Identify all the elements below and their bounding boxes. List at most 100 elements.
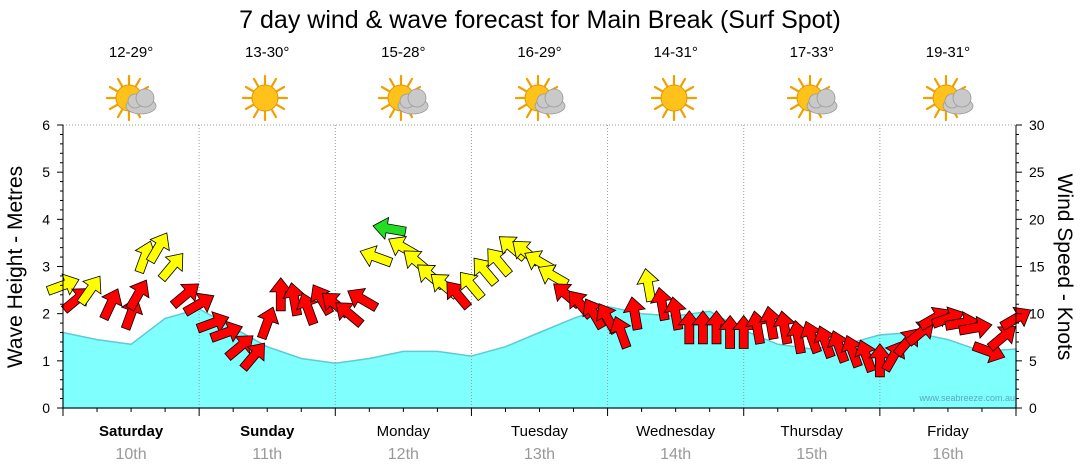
wind-arrow [958, 315, 993, 339]
wind-arrow [157, 252, 184, 283]
wind-arrow-shape [958, 315, 993, 339]
x-date-label: 16th [932, 446, 963, 463]
wind-arrow [182, 292, 215, 317]
wind-arrow [224, 335, 254, 361]
y-tick-label-right: 15 [1029, 259, 1045, 275]
wind-arrow [799, 320, 823, 355]
wind-arrow-shape [239, 342, 265, 372]
wind-arrow-shape [691, 310, 715, 345]
x-day-label: Friday [927, 423, 969, 440]
wind-arrow [691, 310, 715, 345]
x-day-label: Monday [377, 423, 431, 440]
partly-cloudy-icon [373, 74, 433, 124]
wind-arrow-shape [537, 264, 570, 289]
y-tick-label-right: 10 [1029, 306, 1045, 322]
wind-arrow [473, 257, 500, 287]
wind-arrow [195, 311, 230, 334]
x-day-label: Tuesday [511, 423, 568, 440]
wind-arrow [537, 264, 570, 289]
daily-temp-range: 13-30° [245, 44, 290, 61]
wind-arrow [487, 248, 513, 278]
daily-temp-range: 16-29° [517, 44, 562, 61]
wind-arrow [758, 305, 783, 341]
wind-arrow-shape [827, 330, 850, 364]
wind-arrow [609, 315, 632, 350]
wind-arrow-shape [76, 275, 102, 307]
wind-arrow [827, 330, 850, 364]
y-tick-label-left: 0 [42, 400, 50, 416]
wind-arrow-shape [704, 310, 729, 345]
grid-lines [63, 124, 1016, 408]
wind-arrow-shape [582, 298, 607, 331]
x-date-label: 10th [116, 446, 147, 463]
wind-arrow-shape [224, 335, 254, 361]
wind-arrow-shape [145, 232, 170, 265]
wind-arrow [125, 279, 150, 312]
y-tick-label-right: 25 [1029, 164, 1045, 180]
wind-arrow [446, 281, 473, 311]
wind-arrow-shape [813, 325, 836, 360]
y-tick-label-right: 5 [1029, 353, 1037, 369]
wind-arrow-shape [157, 252, 184, 283]
wind-arrow [256, 306, 280, 341]
y-tick-label-left: 3 [42, 259, 50, 275]
wind-arrow-shape [195, 311, 230, 334]
wind-arrow [347, 287, 380, 312]
y-tick-label-right: 0 [1029, 400, 1037, 416]
y-tick-label-right: 30 [1029, 117, 1045, 133]
x-day-label: Sunday [240, 423, 295, 440]
wind-arrow-shape [487, 248, 513, 278]
wind-arrow-shape [986, 325, 1016, 352]
wind-arrow-shape [335, 302, 365, 328]
wind-arrow-shape [868, 343, 892, 378]
partly-cloudy-icon [918, 74, 978, 124]
x-date-label: 11th [252, 446, 282, 463]
daily-temp-range: 15-28° [381, 44, 426, 61]
wind-arrow [209, 320, 243, 343]
sunny-icon [237, 74, 297, 124]
wind-arrow-shape [840, 334, 863, 369]
wind-arrow [460, 271, 486, 302]
partly-cloudy-icon [510, 74, 570, 124]
x-date-label: 14th [660, 446, 691, 463]
credit-watermark: www.seabreeze.com.au [918, 393, 1015, 403]
y-tick-label-left: 1 [42, 353, 50, 369]
wind-arrow-shape [609, 315, 632, 350]
x-day-label: Thursday [781, 423, 844, 440]
wind-arrow-shape [99, 288, 123, 322]
wind-arrow-shape [372, 216, 407, 240]
wind-arrow [813, 325, 836, 360]
y-tick-label-left: 5 [42, 164, 50, 180]
y-tick-label-left: 4 [42, 211, 50, 227]
wind-arrow [76, 275, 102, 307]
wind-arrow-shape [268, 277, 293, 312]
wind-arrow [718, 314, 742, 349]
x-date-label: 15th [796, 446, 827, 463]
daily-temp-range: 17-33° [789, 44, 834, 61]
wind-arrow-shape [125, 279, 150, 312]
wind-arrow-shape [677, 310, 702, 345]
wind-arrow [704, 310, 729, 345]
wind-arrow-shape [799, 320, 823, 355]
partly-cloudy-icon [782, 74, 842, 124]
wind-arrow [335, 302, 365, 328]
x-day-label: Wednesday [636, 423, 715, 440]
y-tick-label-left: 6 [42, 117, 50, 133]
wind-arrow [145, 232, 170, 265]
wind-arrow-shape [460, 271, 486, 302]
wind-arrow-shape [347, 287, 380, 312]
wind-arrow-shape [473, 257, 500, 287]
wind-arrow [677, 310, 702, 345]
wind-arrow [840, 334, 863, 369]
wind-arrow-shape [758, 305, 783, 341]
x-date-label: 13th [524, 446, 555, 463]
y-axis-label-left: Wave Height - Metres [4, 166, 27, 368]
y-tick-label-left: 2 [42, 306, 50, 322]
partly-cloudy-icon [101, 74, 161, 124]
wind-arrow [359, 245, 394, 268]
wind-arrow-shape [854, 339, 877, 374]
wind-arrow [372, 216, 407, 240]
daily-temp-range: 14-31° [653, 44, 698, 61]
wind-arrow-shape [182, 292, 215, 317]
